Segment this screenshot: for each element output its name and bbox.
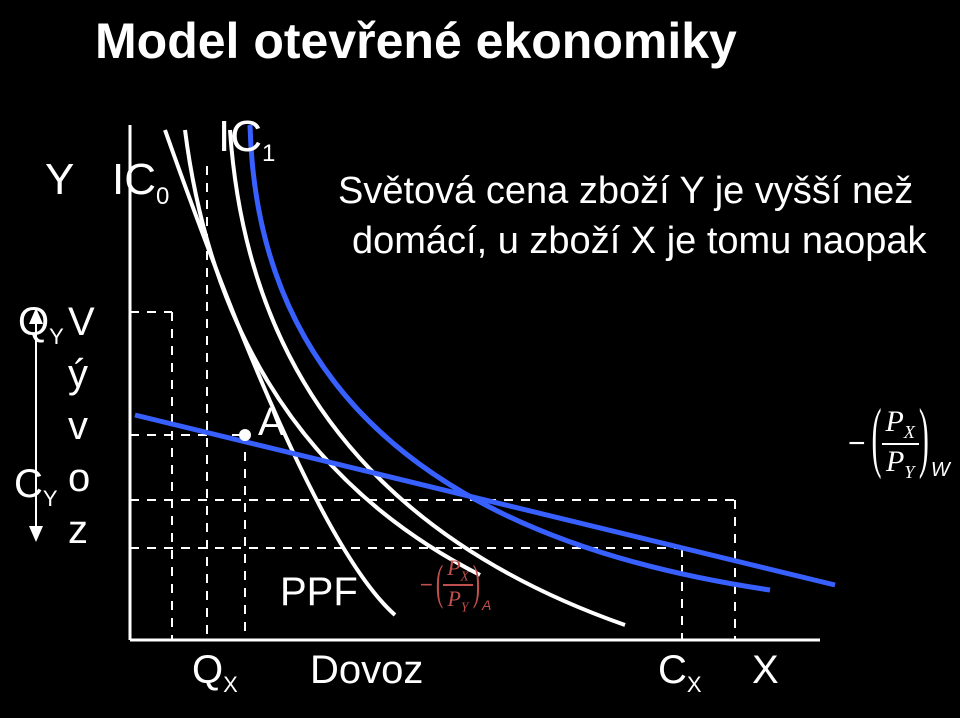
curve-label-ic0: IC0 [112,155,169,211]
label-dovoz: Dovoz [310,648,423,693]
axis-point-qy: QY [18,300,64,350]
caption-line-1: Světová cena zboží Y je vyšší než [338,170,913,213]
price-ratio-world: −(PXPY)W [848,405,948,483]
label-vyvoz-letter: o [68,456,90,501]
point-label-a: A [258,400,285,445]
label-vyvoz-letter: V [68,300,95,345]
slide-title: Model otevřené ekonomiky [95,12,737,70]
axis-label-y: Y [45,155,74,205]
label-vyvoz-letter: z [68,508,88,553]
axis-point-cx: CX [658,648,702,698]
price-ratio-domestic: −(PXPY)A [420,555,489,616]
axis-point-cy: CY [14,462,58,512]
label-vyvoz-letter: v [68,404,88,449]
axis-label-x: X [752,648,779,693]
axis-point-qx: QX [192,648,238,698]
curve-label-ppf: PPF [280,570,358,615]
label-vyvoz-letter: ý [68,352,88,397]
caption-line-2: domácí, u zboží X je tomu naopak [352,220,927,263]
curve-label-ic1: IC1 [218,112,275,168]
